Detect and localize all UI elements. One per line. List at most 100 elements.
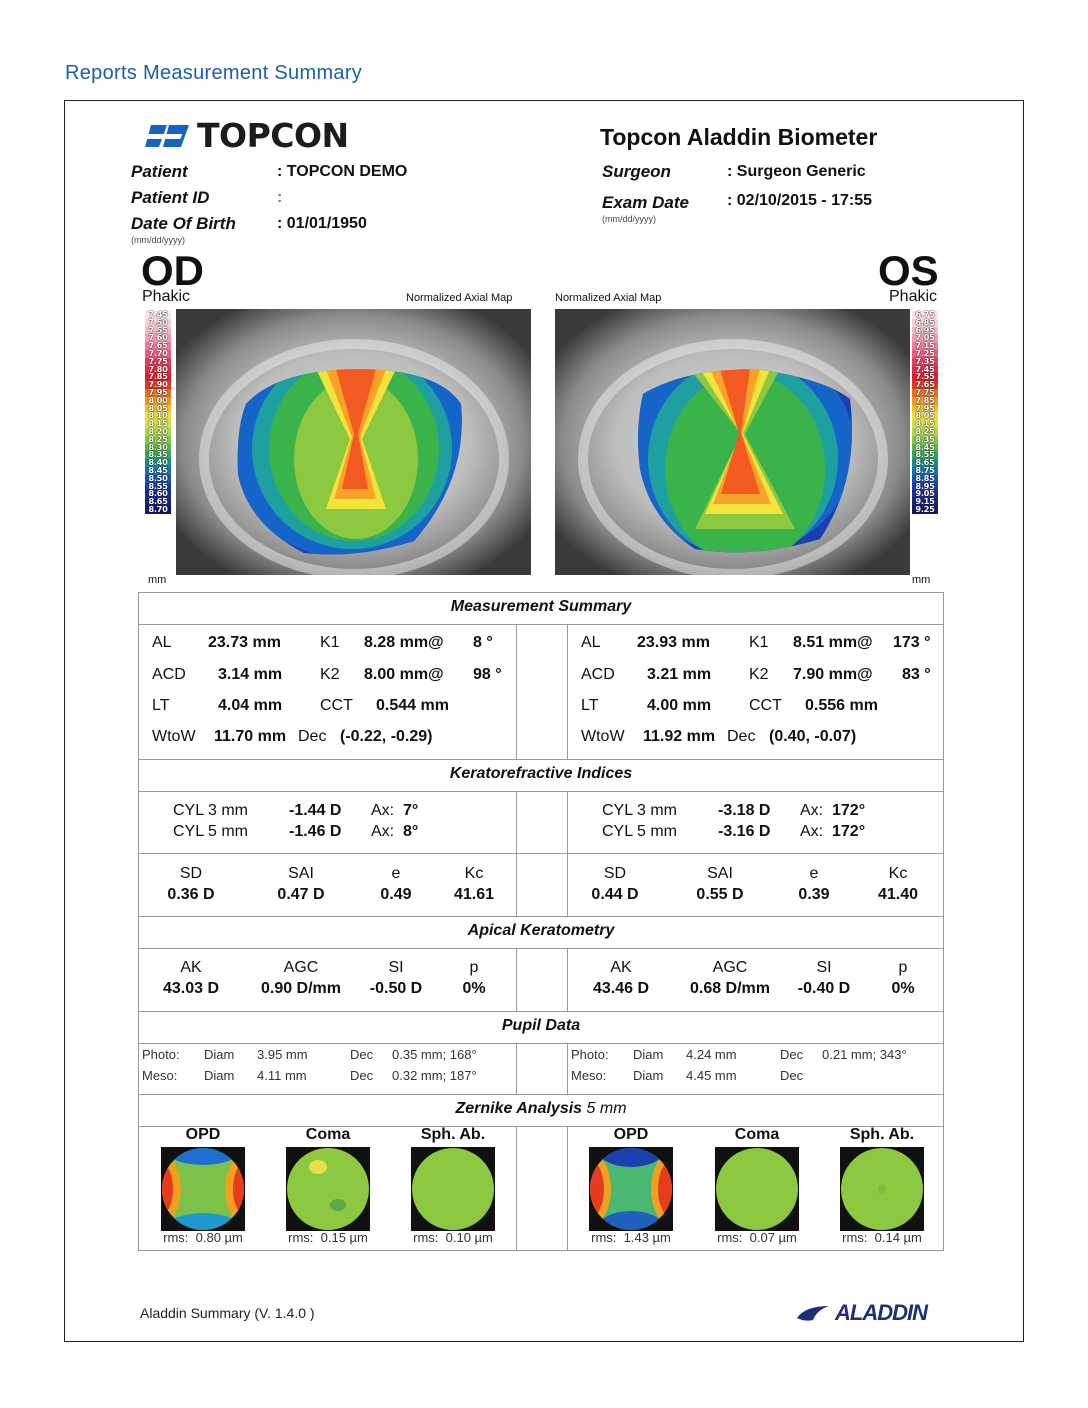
od-dec-value: (-0.22, -0.29) xyxy=(340,728,433,745)
os-k1-axis: 173 ° xyxy=(893,634,931,651)
od-sph-rms-value: 0.10 µm xyxy=(445,1230,493,1245)
dob-label: Date Of Birth xyxy=(131,214,236,233)
os-scale-value: 7.45 xyxy=(912,365,938,374)
od-ax3-value: 7° xyxy=(403,802,419,819)
os-photo-dec-label: Dec xyxy=(780,1047,804,1062)
keratorefractive-header: Keratorefractive Indices xyxy=(449,765,633,782)
os-ak-value: 43.46 D xyxy=(592,980,650,997)
os-scale-value: 7.05 xyxy=(912,333,938,343)
exam-date-label: Exam Date xyxy=(602,193,689,212)
measurement-summary-header: Measurement Summary xyxy=(450,598,632,615)
od-wtow-value: 11.70 mm xyxy=(214,728,287,745)
od-opd-label: OPD xyxy=(185,1126,221,1143)
os-axial-map xyxy=(555,309,910,575)
od-sai-value: 0.47 D xyxy=(277,886,325,903)
os-photo-dec: 0.21 mm; 343° xyxy=(822,1047,907,1062)
od-meso-diam: 4.11 mm xyxy=(257,1068,307,1083)
os-kc-value: 41.40 xyxy=(877,886,919,903)
page-title: Reports Measurement Summary xyxy=(65,62,363,84)
od-lt-label: LT xyxy=(152,697,170,714)
od-scale-unit: mm xyxy=(148,574,167,586)
os-scale-value: 8.95 xyxy=(912,481,938,491)
os-coma-rms-label: rms: xyxy=(717,1230,743,1245)
device-title: Topcon Aladdin Biometer xyxy=(600,124,878,150)
od-scale-value: 8.55 xyxy=(145,481,171,491)
od-opd-map xyxy=(161,1147,245,1231)
pupil-data-header: Pupil Data xyxy=(501,1017,581,1034)
os-k1-value: 8.51 mm@ xyxy=(793,634,873,651)
os-meso-label: Meso: xyxy=(571,1068,607,1083)
od-k2-value: 8.00 mm@ xyxy=(364,666,444,683)
od-scale-value: 8.65 xyxy=(145,497,171,506)
os-scale-value: 7.15 xyxy=(912,341,938,350)
os-ax3-value: 172° xyxy=(832,802,866,819)
od-scale-value: 8.40 xyxy=(145,458,171,467)
os-cyl5-value: -3.16 D xyxy=(718,823,771,840)
od-scale-value: 7.90 xyxy=(145,380,171,389)
os-agc-value: 0.68 D/mm xyxy=(689,980,771,997)
od-cyl5-label: CYL 5 mm xyxy=(173,823,248,840)
topcon-logo: TOPCON xyxy=(145,116,349,155)
dob-format: (mm/dd/yyyy) xyxy=(131,235,185,245)
os-color-scale: 6.75 6.85 6.95 7.05 7.15 7.25 7.35 7.45 7.55 7.65… xyxy=(912,310,938,514)
os-si-value: -0.40 D xyxy=(797,980,851,997)
os-e-label: e xyxy=(809,865,819,882)
os-meso-diam: 4.45 mm xyxy=(686,1068,737,1083)
od-scale-value: 7.80 xyxy=(145,365,171,374)
os-wtow-label: WtoW xyxy=(581,728,625,745)
os-scale-value: 9.05 xyxy=(912,489,938,499)
od-meso-diam-label: Diam xyxy=(204,1068,235,1083)
apical-keratometry-section: Apical Keratometry AK 43.03 D AGC 0.90 D… xyxy=(138,916,944,1012)
od-sd-label: SD xyxy=(179,865,203,882)
patient-id-value: : xyxy=(277,189,283,206)
od-ax3-label: Ax: xyxy=(371,802,395,819)
os-coma-rms: rms: 0.07 µm xyxy=(697,1230,817,1245)
od-sd-value: 0.36 D xyxy=(167,886,215,903)
measurement-summary-section: Measurement Summary AL 23.73 mm K1 8.28 … xyxy=(138,592,944,760)
os-ax5-value: 172° xyxy=(832,823,866,840)
od-scale-value: 8.30 xyxy=(145,443,171,452)
od-scale-value: 7.75 xyxy=(145,357,171,366)
os-sd-label: SD xyxy=(603,865,627,882)
od-meso-dec-label: Dec xyxy=(350,1068,374,1083)
os-ax3-label: Ax: xyxy=(800,802,824,819)
od-sai-label: SAI xyxy=(288,865,314,882)
os-cyl3-value: -3.18 D xyxy=(718,802,771,819)
od-kc-label: Kc xyxy=(464,865,484,882)
od-scale-value: 8.35 xyxy=(145,450,171,460)
os-photo-diam: 4.24 mm xyxy=(686,1047,737,1062)
os-sph-rms-label: rms: xyxy=(842,1230,868,1245)
os-opd-map xyxy=(589,1147,673,1231)
os-scale-value: 7.55 xyxy=(912,372,938,382)
od-cyl5-value: -1.46 D xyxy=(289,823,342,840)
od-k2-axis: 98 ° xyxy=(473,666,502,683)
od-scale-value: 7.95 xyxy=(145,388,171,397)
od-ax5-label: Ax: xyxy=(371,823,395,840)
os-lens: Phakic xyxy=(889,288,938,305)
od-sph-map xyxy=(411,1147,495,1231)
os-scale-value: 8.25 xyxy=(912,427,938,436)
os-opd-rms: rms: 1.43 µm xyxy=(571,1230,691,1245)
os-si-label: SI xyxy=(816,959,832,976)
os-opd-rms-value: 1.43 µm xyxy=(623,1230,671,1245)
os-cct-label: CCT xyxy=(749,697,782,714)
od-sph-rms-label: rms: xyxy=(413,1230,439,1245)
od-photo-dec-label: Dec xyxy=(350,1047,374,1062)
keratorefractive-section: Keratorefractive Indices CYL 3 mm -1.44 … xyxy=(138,759,944,917)
od-scale-value: 8.00 xyxy=(145,396,171,405)
od-photo-label: Photo: xyxy=(142,1047,180,1062)
os-k2-label: K2 xyxy=(749,666,769,683)
os-scale-value: 7.35 xyxy=(912,357,938,366)
patient-id-label: Patient ID xyxy=(131,188,210,207)
od-wtow-label: WtoW xyxy=(152,728,196,745)
os-ak-label: AK xyxy=(610,959,632,976)
os-sph-rms: rms: 0.14 µm xyxy=(822,1230,942,1245)
od-coma-map xyxy=(286,1147,370,1231)
od-sph-label: Sph. Ab. xyxy=(420,1126,486,1143)
os-p-label: p xyxy=(898,959,908,976)
exam-date-value: : 02/10/2015 - 17:55 xyxy=(727,192,872,209)
os-cct-value: 0.556 mm xyxy=(805,697,878,714)
od-opd-rms-label: rms: xyxy=(163,1230,189,1245)
os-k1-label: K1 xyxy=(749,634,769,651)
od-scale-value: 7.85 xyxy=(145,372,171,382)
